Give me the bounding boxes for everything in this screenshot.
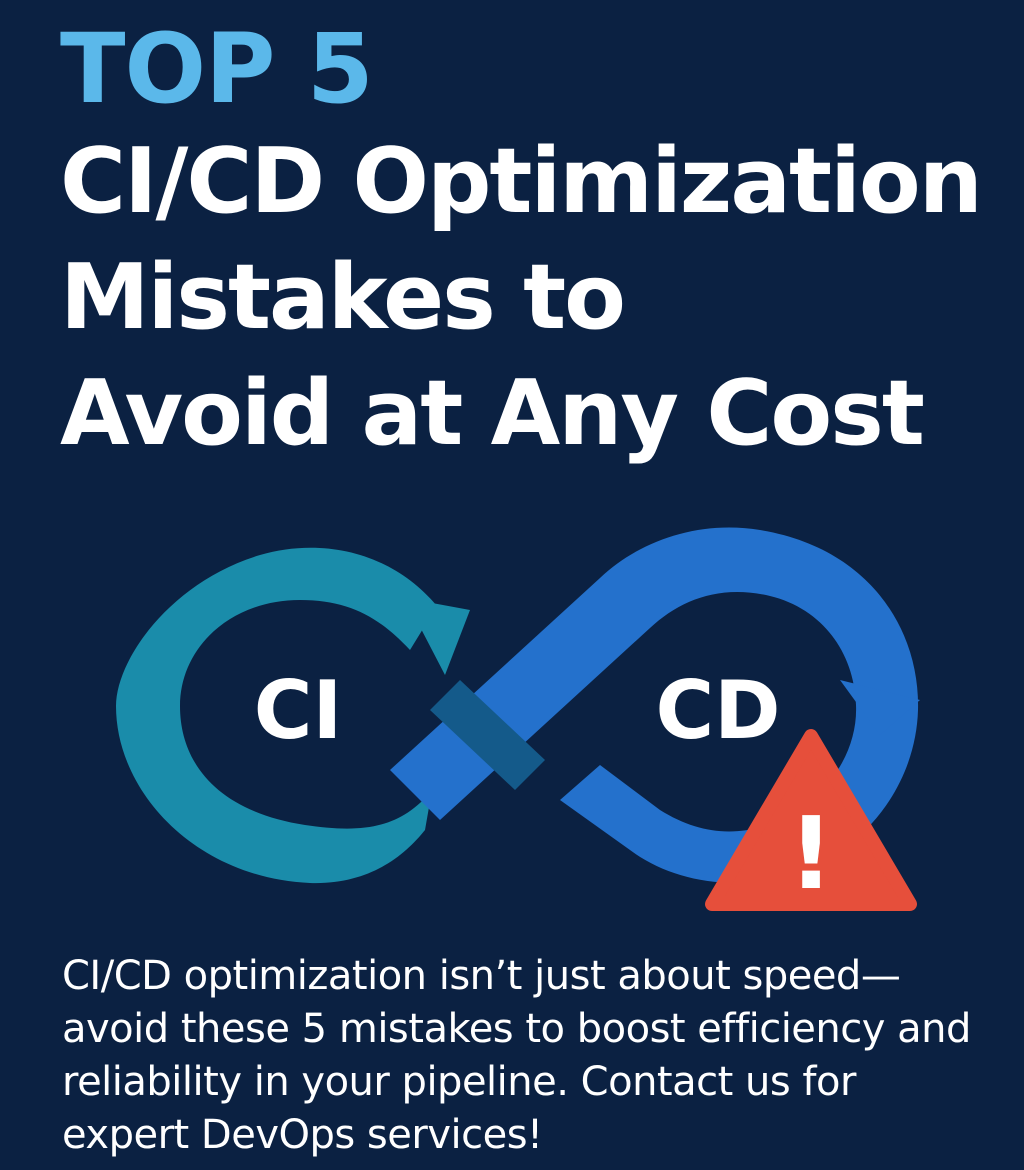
cd-loop-arrowhead [840, 680, 920, 735]
loop-crossing-shadow [430, 680, 545, 790]
tagline: CI/CD optimization isn’t just about spee… [62, 953, 971, 1158]
warning-triangle-icon: ! [705, 729, 917, 912]
headline-eyebrow: TOP 5 [60, 13, 374, 125]
headline-line-2: Mistakes to [60, 245, 626, 350]
ci-label: CI [254, 664, 342, 757]
cicd-graphic: CI CD ! [0, 500, 1024, 940]
ci-loop-arrowhead [405, 598, 470, 675]
cd-label: CD [655, 664, 780, 757]
headline-line-1: CI/CD Optimization [60, 129, 983, 234]
headline: TOP 5 CI/CD Optimization Mistakes to Avo… [60, 0, 1000, 472]
warning-mark: ! [788, 795, 834, 912]
cd-loop-arc [390, 527, 919, 883]
headline-line-3: Avoid at Any Cost [60, 361, 925, 466]
infinity-loop-icon: CI CD ! [116, 527, 920, 912]
ci-loop-arc [116, 547, 437, 884]
